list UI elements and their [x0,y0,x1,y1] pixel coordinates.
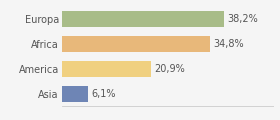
Text: 34,8%: 34,8% [213,39,244,49]
Bar [62,61,151,77]
Text: 38,2%: 38,2% [228,14,258,24]
Bar [62,36,210,52]
Text: 6,1%: 6,1% [91,89,115,99]
Bar [62,86,88,102]
Text: 20,9%: 20,9% [154,64,185,74]
Bar [62,11,224,27]
